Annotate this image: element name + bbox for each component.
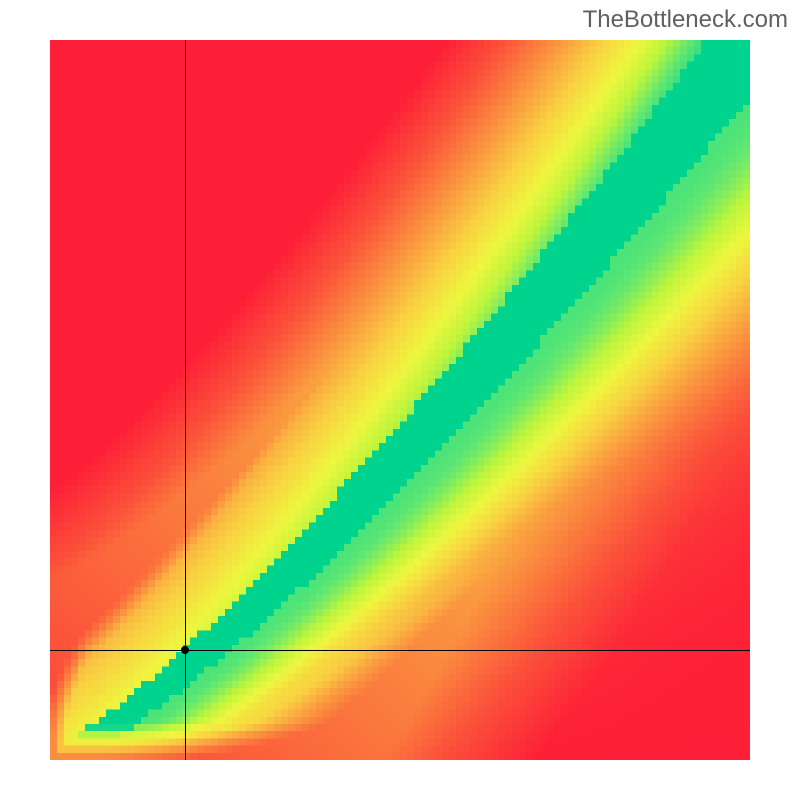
crosshair-dot xyxy=(181,646,189,654)
crosshair-horizontal xyxy=(50,650,750,651)
heatmap-plot xyxy=(50,40,750,760)
watermark-text: TheBottleneck.com xyxy=(583,6,788,34)
heatmap-canvas xyxy=(50,40,750,760)
